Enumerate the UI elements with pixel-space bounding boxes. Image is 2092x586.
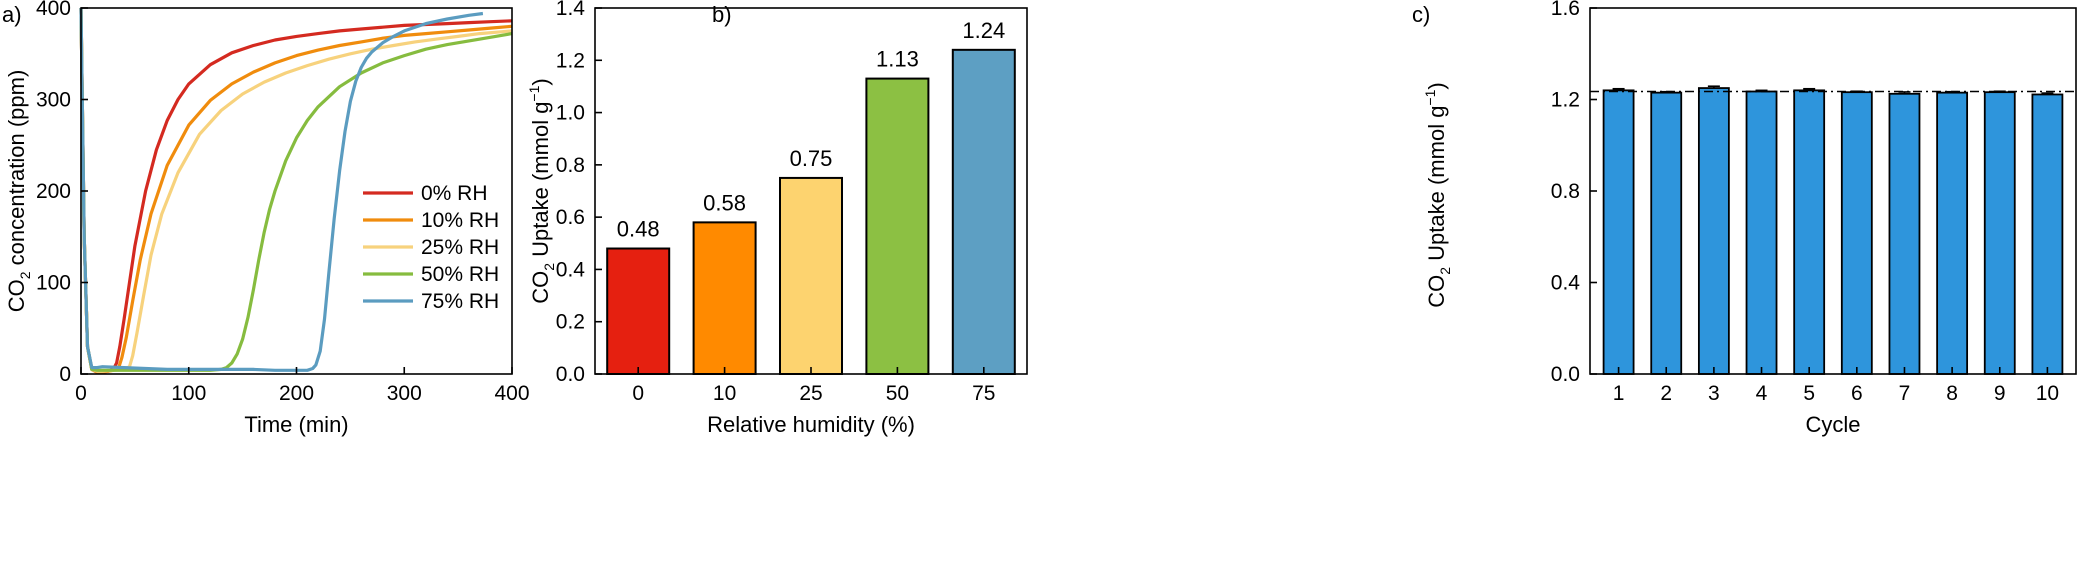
bar-cycle-4 — [1745, 90, 1778, 375]
y-tick-label: 300 — [36, 89, 71, 112]
bar-cycle-6 — [1840, 91, 1873, 375]
x-tick-label: 8 — [1946, 382, 1958, 405]
legend-entry: 50% RH — [421, 263, 499, 286]
bar-cycle-10 — [2031, 93, 2064, 375]
legend-entry: 10% RH — [421, 209, 499, 232]
y-tick-label: 0.4 — [1551, 272, 1581, 295]
y-tick-label: 0 — [59, 363, 71, 386]
bar-cycle-9 — [1983, 91, 2016, 375]
x-tick-label: 200 — [279, 382, 314, 405]
bar-cycle-1 — [1602, 89, 1635, 375]
x-tick-label: 75 — [972, 382, 995, 405]
bar-cycle-5 — [1793, 89, 1826, 375]
y-axis-label-part: 2 — [1437, 267, 1453, 275]
y-tick-label: 0.0 — [556, 363, 585, 386]
y-tick-label: 1.0 — [556, 102, 585, 125]
bar-value-label: 0.75 — [790, 146, 833, 171]
bar-value-label: 1.13 — [876, 47, 919, 72]
y-tick-label: 200 — [36, 180, 71, 203]
y-axis-label-part: −1 — [526, 85, 542, 101]
y-tick-label: 0.0 — [1551, 363, 1580, 386]
y-tick-label: 0.4 — [556, 258, 586, 281]
y-axis-label-part: CO — [4, 279, 29, 312]
x-tick-label: 25 — [799, 382, 822, 405]
x-axis-label: Cycle — [1805, 412, 1860, 437]
y-axis-label-part: ) — [1424, 82, 1449, 89]
y-tick-label: 1.2 — [1551, 89, 1580, 112]
y-tick-label: 0.8 — [1551, 180, 1580, 203]
chart-b-co2-uptake-humidity: 0.48 0 0.58 10 0.75 25 1.13 50 1.24 75 0.0 0.2 0.4 0.… — [526, 0, 1028, 437]
series-line-75rh — [79, 7, 484, 372]
y-axis-label-part: 2 — [541, 263, 557, 271]
y-axis-label-part: −1 — [1422, 89, 1438, 105]
x-tick-label: 9 — [1994, 382, 2006, 405]
y-tick-label: 0.6 — [556, 206, 585, 229]
x-tick-label: 1 — [1613, 382, 1625, 405]
y-axis-label: CO2 Uptake (mmol g−1) — [1422, 82, 1453, 307]
bar-rh-25 — [779, 176, 843, 375]
x-tick-label: 100 — [171, 382, 206, 405]
y-tick-label: 0.8 — [556, 154, 585, 177]
x-tick-label: 3 — [1708, 382, 1720, 405]
y-axis-label: CO2 concentration (ppm) — [4, 70, 33, 313]
y-axis-label: CO2 Uptake (mmol g−1) — [526, 78, 557, 303]
x-tick-label: 4 — [1756, 382, 1768, 405]
y-axis-label-part: concentration (ppm) — [4, 70, 29, 272]
y-axis-label-part: ) — [528, 78, 553, 85]
x-tick-label: 50 — [886, 382, 909, 405]
bar-cycle-7 — [1888, 92, 1921, 375]
bar-value-label: 0.48 — [617, 217, 660, 242]
bar-value-label: 1.24 — [962, 18, 1005, 43]
bar-value-label: 0.58 — [703, 190, 746, 215]
x-axis-label: Time (min) — [244, 412, 348, 437]
y-tick-label: 1.4 — [556, 0, 586, 20]
bar-rh-0 — [606, 247, 671, 375]
bar-cycle-3 — [1697, 87, 1730, 375]
y-axis-label-part: CO — [528, 271, 553, 304]
y-axis-label-part: 2 — [17, 271, 33, 279]
x-tick-label: 0 — [75, 382, 87, 405]
plot-frame — [594, 7, 1028, 375]
bar-cycle-8 — [1936, 91, 1969, 375]
series-line-50rh — [79, 7, 513, 372]
x-tick-label: 10 — [713, 382, 736, 405]
y-tick-label: 1.6 — [1551, 0, 1580, 20]
y-tick-label: 100 — [36, 272, 71, 295]
bar-cycle-2 — [1650, 91, 1683, 375]
y-axis-label-part: CO — [1424, 275, 1449, 308]
x-tick-label: 5 — [1803, 382, 1815, 405]
panel-label-a: a) — [2, 2, 22, 27]
x-tick-label: 300 — [387, 382, 422, 405]
legend-entry: 75% RH — [421, 290, 499, 313]
panel-label-b: b) — [712, 2, 732, 27]
x-tick-label: 400 — [494, 382, 529, 405]
x-axis-label: Relative humidity (%) — [707, 412, 915, 437]
y-axis-label-part: Uptake (mmol g — [528, 102, 553, 263]
x-tick-label: 0 — [632, 382, 644, 405]
legend-entry: 25% RH — [421, 236, 499, 259]
x-tick-label: 7 — [1899, 382, 1911, 405]
y-tick-label: 1.2 — [556, 49, 585, 72]
x-tick-label: 10 — [2036, 382, 2059, 405]
panel-label-c: c) — [1412, 2, 1430, 27]
bar-rh-75 — [951, 48, 1016, 375]
y-axis-label-part: Uptake (mmol g — [1424, 106, 1449, 267]
bar-rh-50 — [865, 77, 930, 375]
chart-a-co2-concentration: 0 100 200 300 400 0 100 200 300 400 Time (min) CO2 … — [4, 0, 530, 437]
bar-rh-10 — [692, 221, 757, 375]
y-tick-label: 400 — [36, 0, 71, 20]
y-tick-label: 0.2 — [556, 311, 585, 334]
legend-entry: 0% RH — [421, 182, 488, 205]
x-tick-label: 2 — [1660, 382, 1672, 405]
x-tick-label: 6 — [1851, 382, 1863, 405]
